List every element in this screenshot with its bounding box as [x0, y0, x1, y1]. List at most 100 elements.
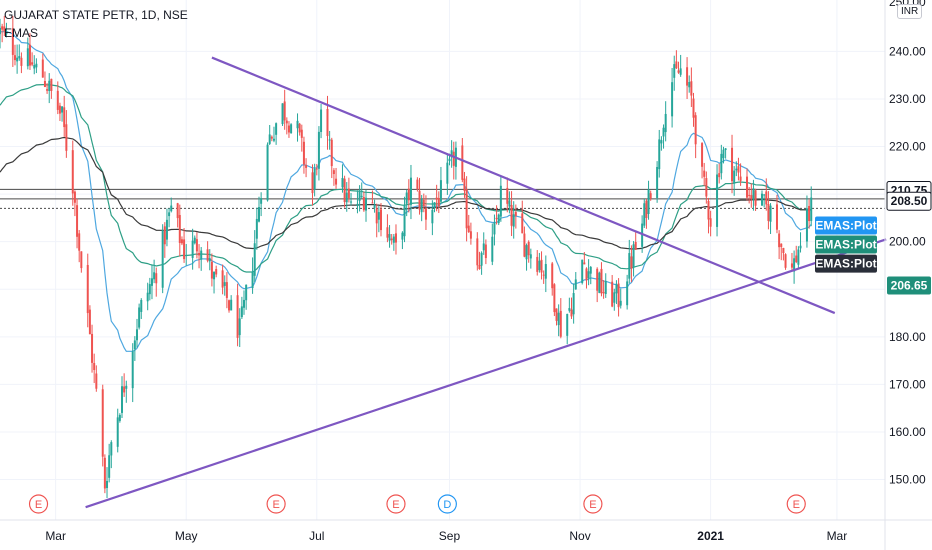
- candle-body: [527, 241, 530, 256]
- candle-body: [379, 209, 382, 231]
- earnings-marker[interactable]: [28, 494, 49, 514]
- candle-body: [587, 271, 590, 279]
- candles: [0, 15, 813, 499]
- candle-body: [596, 268, 599, 291]
- candle-body: [260, 198, 263, 204]
- candle-body: [589, 266, 592, 274]
- trendlines[interactable]: [85, 56, 887, 509]
- candle-body: [514, 212, 517, 216]
- candle-body: [664, 113, 667, 133]
- candle-body: [390, 238, 393, 241]
- candle-body: [48, 80, 51, 91]
- indicator-label[interactable]: EMAS: [4, 26, 39, 40]
- candle-body: [598, 272, 601, 293]
- price-label-box: [815, 216, 877, 235]
- candle-body: [18, 56, 21, 59]
- candle-body: [435, 197, 438, 200]
- earnings-marker[interactable]: [386, 494, 406, 514]
- candle-body: [767, 204, 770, 221]
- candle-body: [690, 81, 693, 96]
- candle-body: [805, 208, 808, 242]
- candle-body: [320, 109, 323, 132]
- candle-body: [28, 44, 31, 66]
- candle-body: [61, 106, 64, 113]
- candle-body: [371, 202, 374, 204]
- candle-body: [251, 271, 254, 289]
- candle-body: [65, 124, 68, 151]
- candle-body: [405, 192, 408, 204]
- candle-body: [257, 207, 260, 222]
- price-label-text: 206.65: [891, 278, 928, 292]
- horizontal-levels: [0, 188, 885, 209]
- candle-body: [465, 189, 468, 229]
- currency-badge[interactable]: INR: [897, 4, 923, 19]
- candle-body: [647, 189, 650, 215]
- y-tick-label: 160.00: [889, 425, 926, 439]
- candle-body: [350, 201, 353, 203]
- candle-body: [540, 259, 543, 273]
- candle-body: [373, 204, 376, 208]
- earnings-marker-label: E: [392, 499, 399, 511]
- candle-body: [735, 168, 738, 171]
- candle-body: [240, 306, 243, 318]
- trendline[interactable]: [211, 56, 836, 315]
- candle-body: [31, 62, 34, 65]
- candle-body: [210, 261, 213, 279]
- candle-body: [452, 151, 455, 166]
- price-label-box: [886, 191, 932, 211]
- candle-body: [290, 124, 293, 134]
- candle-body: [775, 204, 778, 230]
- candle-body: [228, 300, 231, 311]
- candle-body: [778, 233, 781, 248]
- earnings-marker-label: E: [35, 499, 42, 511]
- candle-body: [287, 125, 290, 133]
- candle-body: [296, 120, 299, 129]
- candle-body: [555, 308, 558, 321]
- candle-body: [176, 203, 179, 219]
- candle-body: [750, 195, 753, 200]
- candle-body: [281, 103, 284, 125]
- candle-body: [311, 172, 314, 194]
- candle-body: [155, 273, 158, 284]
- price-label-text: EMAS:Plot: [815, 238, 876, 252]
- candle-body: [133, 340, 136, 350]
- candle-body: [673, 64, 676, 78]
- candle-body: [407, 188, 410, 201]
- earnings-marker[interactable]: [266, 494, 286, 514]
- candle-body: [679, 68, 682, 75]
- candle-body: [692, 98, 695, 118]
- candle-body: [123, 386, 126, 393]
- candle-body: [649, 193, 652, 199]
- earnings-marker[interactable]: [583, 494, 603, 514]
- earnings-marker[interactable]: [786, 494, 806, 514]
- candle-body: [63, 107, 66, 128]
- candle-body: [482, 243, 485, 251]
- candle-body: [121, 386, 124, 413]
- candle-body: [431, 209, 434, 224]
- candle-body: [508, 200, 511, 207]
- candle-body: [50, 78, 53, 91]
- candle-body: [221, 270, 224, 288]
- candle-body: [677, 70, 680, 73]
- candle-body: [58, 105, 61, 114]
- trendline[interactable]: [85, 238, 887, 509]
- candle-body: [634, 241, 637, 250]
- candle-body: [317, 131, 320, 169]
- candle-body: [41, 59, 44, 78]
- candle-body: [660, 140, 663, 144]
- candle-body: [163, 226, 166, 245]
- candle-body: [195, 239, 198, 252]
- candle-body: [760, 193, 763, 206]
- candle-body: [525, 245, 528, 260]
- x-tick-label: Mar: [45, 529, 66, 543]
- candle-body: [463, 178, 466, 191]
- candle-body: [401, 232, 404, 240]
- candle-body: [101, 389, 104, 457]
- candle-body: [43, 80, 46, 88]
- y-tick-label: 150.00: [889, 473, 926, 487]
- dividend-marker[interactable]: [437, 494, 457, 514]
- candle-body: [737, 166, 740, 173]
- candle-body: [602, 292, 605, 294]
